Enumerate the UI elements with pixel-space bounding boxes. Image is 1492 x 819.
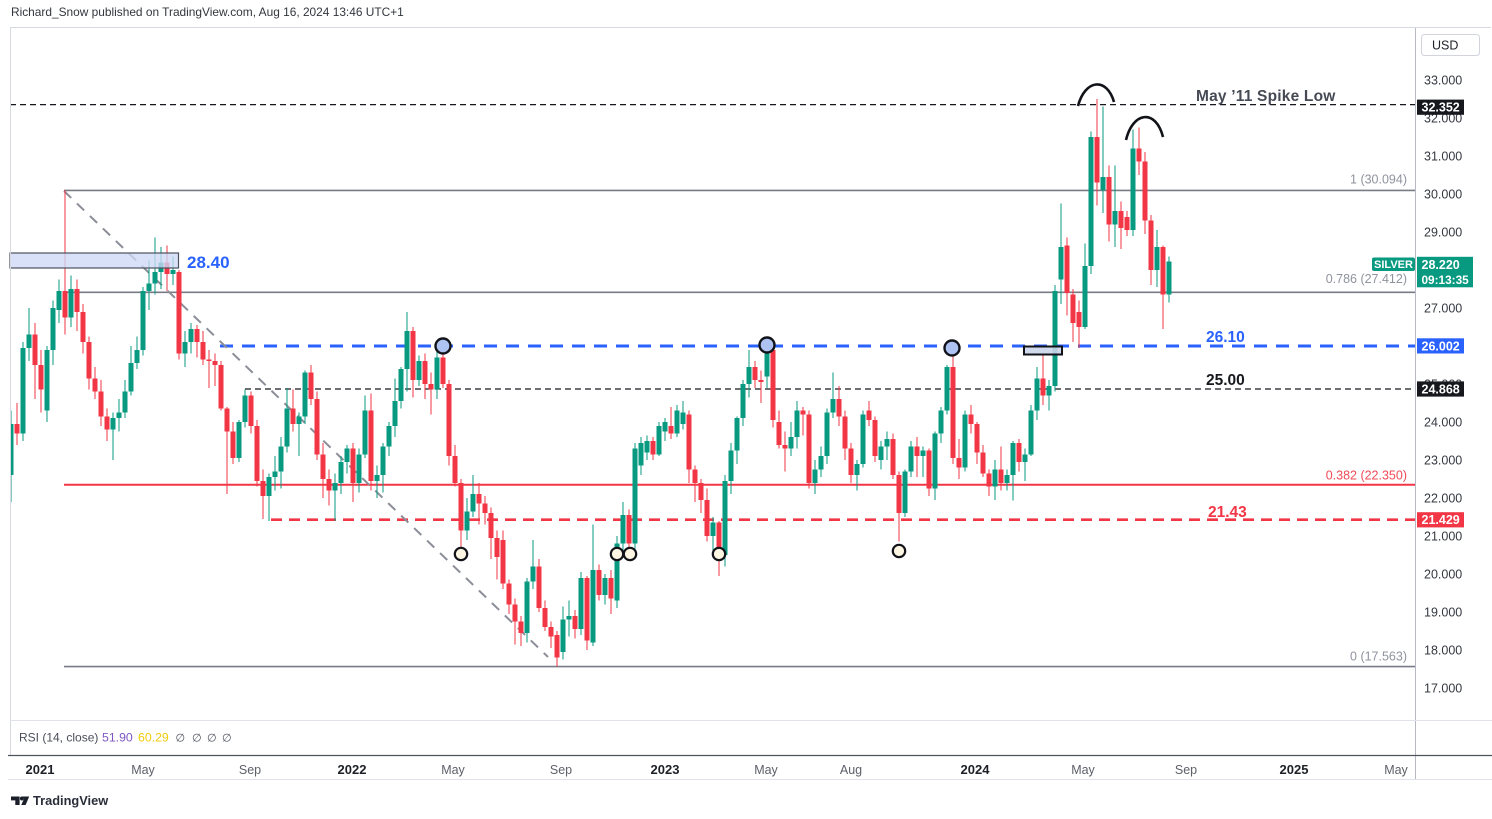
svg-text:May: May — [441, 763, 465, 777]
svg-text:32.352: 32.352 — [1422, 101, 1460, 115]
svg-text:22.000: 22.000 — [1424, 492, 1462, 506]
svg-text:0.382 (22.350): 0.382 (22.350) — [1326, 469, 1407, 483]
svg-text:51.90: 51.90 — [102, 731, 133, 745]
svg-text:25.00: 25.00 — [1206, 372, 1245, 389]
svg-text:May: May — [1071, 763, 1095, 777]
svg-text:Sep: Sep — [239, 763, 261, 777]
svg-text:2025: 2025 — [1280, 762, 1309, 777]
svg-text:RSI (14, close): RSI (14, close) — [19, 731, 98, 745]
svg-text:∅: ∅ — [222, 733, 232, 745]
svg-text:∅: ∅ — [192, 733, 202, 745]
svg-text:28.220: 28.220 — [1422, 258, 1460, 272]
svg-text:24.868: 24.868 — [1422, 382, 1460, 396]
svg-text:1 (30.094): 1 (30.094) — [1350, 173, 1407, 187]
svg-text:∅: ∅ — [207, 733, 217, 745]
svg-text:29.000: 29.000 — [1424, 226, 1462, 240]
svg-text:20.000: 20.000 — [1424, 568, 1462, 582]
svg-text:May: May — [131, 763, 155, 777]
svg-text:17.000: 17.000 — [1424, 682, 1462, 696]
svg-text:30.000: 30.000 — [1424, 188, 1462, 202]
svg-text:2022: 2022 — [338, 762, 367, 777]
svg-text:21.43: 21.43 — [1208, 504, 1247, 521]
svg-text:0 (17.563): 0 (17.563) — [1350, 650, 1407, 664]
svg-text:28.40: 28.40 — [187, 253, 230, 272]
svg-text:May ’11 Spike Low: May ’11 Spike Low — [1196, 88, 1336, 105]
svg-text:18.000: 18.000 — [1424, 644, 1462, 658]
svg-text:26.002: 26.002 — [1422, 339, 1460, 353]
svg-text:2021: 2021 — [26, 762, 55, 777]
svg-text:33.000: 33.000 — [1424, 74, 1462, 88]
svg-text:21.429: 21.429 — [1422, 513, 1460, 527]
svg-text:Richard_Snow published on Trad: Richard_Snow published on TradingView.co… — [11, 5, 404, 19]
svg-text:27.000: 27.000 — [1424, 302, 1462, 316]
svg-text:19.000: 19.000 — [1424, 606, 1462, 620]
svg-text:23.000: 23.000 — [1424, 454, 1462, 468]
svg-text:0.786 (27.412): 0.786 (27.412) — [1326, 272, 1407, 286]
svg-text:2023: 2023 — [651, 762, 680, 777]
svg-text:Sep: Sep — [1175, 763, 1197, 777]
svg-text:26.10: 26.10 — [1206, 329, 1245, 346]
svg-text:2024: 2024 — [961, 762, 991, 777]
svg-text:May: May — [754, 763, 778, 777]
svg-text:USD: USD — [1432, 39, 1458, 53]
svg-text:Aug: Aug — [840, 763, 862, 777]
svg-text:32.000: 32.000 — [1424, 112, 1462, 126]
svg-text:24.000: 24.000 — [1424, 416, 1462, 430]
svg-text:May: May — [1384, 763, 1408, 777]
svg-text:09:13:35: 09:13:35 — [1422, 273, 1470, 287]
svg-text:60.29: 60.29 — [138, 731, 169, 745]
svg-text:Sep: Sep — [550, 763, 572, 777]
svg-text:∅: ∅ — [176, 733, 186, 745]
svg-text:21.000: 21.000 — [1424, 530, 1462, 544]
svg-text:SILVER: SILVER — [1374, 259, 1413, 271]
svg-text:31.000: 31.000 — [1424, 150, 1462, 164]
svg-text:TradingView: TradingView — [33, 793, 108, 808]
